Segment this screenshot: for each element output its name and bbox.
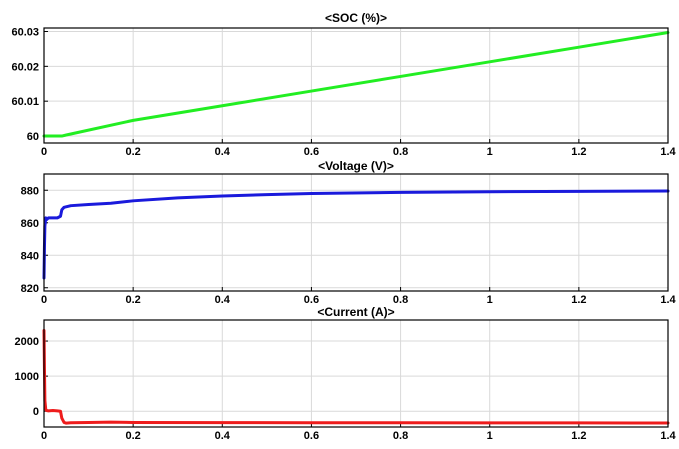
series-line-1: [42, 189, 670, 280]
y-tick-label: 60.01: [11, 96, 39, 108]
x-tick-label: 1.4: [660, 294, 676, 306]
y-tick-label: 840: [21, 250, 39, 262]
x-tick-label: 0.8: [393, 430, 408, 442]
x-tick-label: 1.2: [571, 146, 586, 158]
y-tick-label: 0: [33, 406, 39, 418]
y-tick-label: 60.03: [11, 26, 39, 38]
y-tick-label: 60: [27, 131, 39, 143]
chart-title: <SOC (%)>: [325, 11, 387, 25]
x-tick-label: 0.4: [215, 430, 231, 442]
y-tick-label: 820: [21, 283, 39, 295]
x-tick-label: 0.8: [393, 146, 408, 158]
x-tick-label: 0.4: [215, 294, 231, 306]
x-tick-label: 0.6: [304, 430, 319, 442]
x-tick-label: 0.2: [125, 146, 140, 158]
axes-box: [43, 173, 669, 292]
x-tick-label: 1: [487, 430, 493, 442]
x-tick-label: 0.8: [393, 294, 408, 306]
x-tick-label: 1.2: [571, 294, 586, 306]
x-tick-label: 0: [41, 430, 47, 442]
x-tick-label: 1.4: [660, 146, 676, 158]
x-tick-label: 0: [41, 146, 47, 158]
x-tick-label: 1.2: [571, 430, 586, 442]
y-tick-label: 1000: [15, 371, 39, 383]
x-tick-label: 1.4: [660, 430, 676, 442]
plot-area: [44, 28, 668, 143]
x-tick-label: 1: [487, 294, 493, 306]
series-line-1: [42, 31, 670, 138]
chart-title: <Voltage (V)>: [318, 159, 394, 173]
chart-panel-3: 0 0.2 0.4 0.6 0.8 1 1.2 1.4 0 1000 2000 <Current (A…: [15, 305, 677, 442]
axes-box: [43, 319, 669, 428]
x-tick-label: 0.6: [304, 146, 319, 158]
axes-box: [43, 27, 669, 144]
y-tick-label: 880: [21, 185, 39, 197]
chart-title: <Current (A)>: [317, 305, 394, 319]
y-tick-label: 60.02: [11, 61, 39, 73]
x-tick-label: 0.6: [304, 294, 319, 306]
y-tick-label: 2000: [15, 336, 39, 348]
x-tick-label: 0.2: [125, 430, 140, 442]
chart-panel-1: 0 0.2 0.4 0.6 0.8 1 1.2 1.4 60 60.01 60.02 60.03 <SO…: [11, 11, 676, 158]
chart-panel-2: 0 0.2 0.4 0.6 0.8 1 1.2 1.4 820 840 860 880 <Voltage…: [21, 159, 677, 306]
x-tick-label: 0.2: [125, 294, 140, 306]
plot-area: [44, 320, 668, 427]
x-tick-label: 0.4: [215, 146, 231, 158]
x-tick-label: 0: [41, 294, 47, 306]
series-line-1: [42, 329, 670, 425]
y-tick-label: 860: [21, 218, 39, 230]
x-tick-label: 1: [487, 146, 493, 158]
